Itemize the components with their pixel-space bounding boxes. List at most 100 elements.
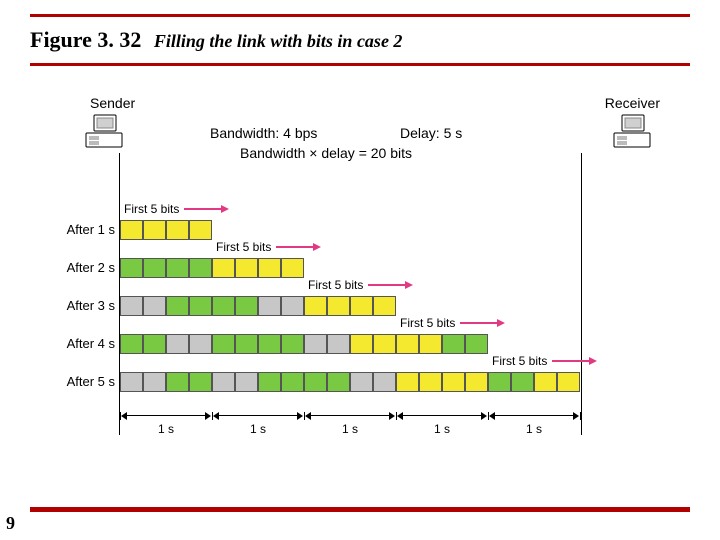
bit-cell: [258, 334, 281, 354]
bit-cell: [189, 372, 212, 392]
progress-arrow: [368, 282, 413, 288]
bit-row: [120, 258, 304, 278]
row-label: After 1 s: [60, 222, 115, 237]
bit-cell: [373, 372, 396, 392]
sender-icon: [80, 113, 128, 153]
bit-row: [120, 372, 580, 392]
receiver-icon: [608, 113, 656, 153]
bit-cell: [511, 372, 534, 392]
bit-cell: [465, 334, 488, 354]
bit-cell: [442, 372, 465, 392]
bit-row: [120, 296, 396, 316]
bit-row: [120, 334, 488, 354]
bit-cell: [442, 334, 465, 354]
axis-line-seg: [218, 415, 298, 416]
bit-cell: [304, 334, 327, 354]
axis-segment-label: 1 s: [250, 422, 266, 436]
bit-cell: [120, 372, 143, 392]
bit-cell: [396, 372, 419, 392]
bit-cell: [120, 334, 143, 354]
bit-cell: [557, 372, 580, 392]
bit-cell: [189, 296, 212, 316]
bit-cell: [189, 220, 212, 240]
receiver-label: Receiver: [605, 95, 660, 111]
row-note: First 5 bits: [400, 316, 455, 330]
bit-cell: [281, 296, 304, 316]
bit-cell: [189, 334, 212, 354]
row-label: After 3 s: [60, 298, 115, 313]
bit-cell: [465, 372, 488, 392]
bandwidth-text: Bandwidth: 4 bps: [210, 125, 317, 141]
bit-cell: [396, 334, 419, 354]
bit-cell: [212, 258, 235, 278]
axis-arrow-right: [481, 412, 487, 420]
bit-cell: [327, 334, 350, 354]
bit-cell: [212, 372, 235, 392]
bit-cell: [419, 334, 442, 354]
bit-cell: [120, 220, 143, 240]
bit-cell: [327, 296, 350, 316]
bit-cell: [166, 296, 189, 316]
figure-number: Figure 3. 32: [30, 27, 141, 52]
row-label: After 5 s: [60, 374, 115, 389]
row-note: First 5 bits: [216, 240, 271, 254]
bit-cell: [120, 258, 143, 278]
bit-cell: [235, 372, 258, 392]
figure-caption: Filling the link with bits in case 2: [154, 31, 403, 51]
bit-cell: [488, 372, 511, 392]
bit-cell: [258, 372, 281, 392]
bit-cell: [350, 296, 373, 316]
bit-cell: [143, 334, 166, 354]
row-label: After 2 s: [60, 260, 115, 275]
delay-text: Delay: 5 s: [400, 125, 462, 141]
axis-line-seg: [402, 415, 482, 416]
axis-arrow-left: [305, 412, 311, 420]
bit-cell: [281, 372, 304, 392]
bit-cell: [350, 334, 373, 354]
axis-segment-label: 1 s: [342, 422, 358, 436]
row-note: First 5 bits: [124, 202, 179, 216]
bit-cell: [281, 334, 304, 354]
bit-cell: [235, 258, 258, 278]
bit-cell: [258, 296, 281, 316]
bit-cell: [212, 296, 235, 316]
axis-arrow-left: [121, 412, 127, 420]
bit-cell: [143, 258, 166, 278]
bit-cell: [373, 296, 396, 316]
bit-cell: [304, 372, 327, 392]
bit-cell: [166, 372, 189, 392]
bit-cell: [304, 296, 327, 316]
axis-arrow-right: [573, 412, 579, 420]
bit-cell: [281, 258, 304, 278]
axis-segment-label: 1 s: [526, 422, 542, 436]
bit-cell: [212, 334, 235, 354]
figure-title-bar: Figure 3. 32 Filling the link with bits …: [30, 14, 690, 66]
bit-cell: [143, 220, 166, 240]
axis-arrow-right: [389, 412, 395, 420]
bit-cell: [534, 372, 557, 392]
page-number: 9: [6, 513, 15, 534]
footer-rule: [30, 507, 690, 512]
axis-tick: [580, 412, 581, 420]
axis-arrow-left: [489, 412, 495, 420]
row-note: First 5 bits: [308, 278, 363, 292]
bit-cell: [258, 258, 281, 278]
row-label: After 4 s: [60, 336, 115, 351]
bit-cell: [166, 220, 189, 240]
axis-arrow-left: [213, 412, 219, 420]
sender-label: Sender: [90, 95, 135, 111]
axis-line-seg: [494, 415, 574, 416]
receiver-vline: [581, 153, 582, 435]
bit-cell: [189, 258, 212, 278]
progress-arrow: [460, 320, 505, 326]
axis-arrow-left: [397, 412, 403, 420]
progress-arrow: [276, 244, 321, 250]
axis-arrow-right: [297, 412, 303, 420]
bit-cell: [120, 296, 143, 316]
axis-line-seg: [126, 415, 206, 416]
axis-arrow-right: [205, 412, 211, 420]
progress-arrow: [184, 206, 229, 212]
bit-cell: [235, 334, 258, 354]
bit-cell: [166, 258, 189, 278]
bit-cell: [350, 372, 373, 392]
